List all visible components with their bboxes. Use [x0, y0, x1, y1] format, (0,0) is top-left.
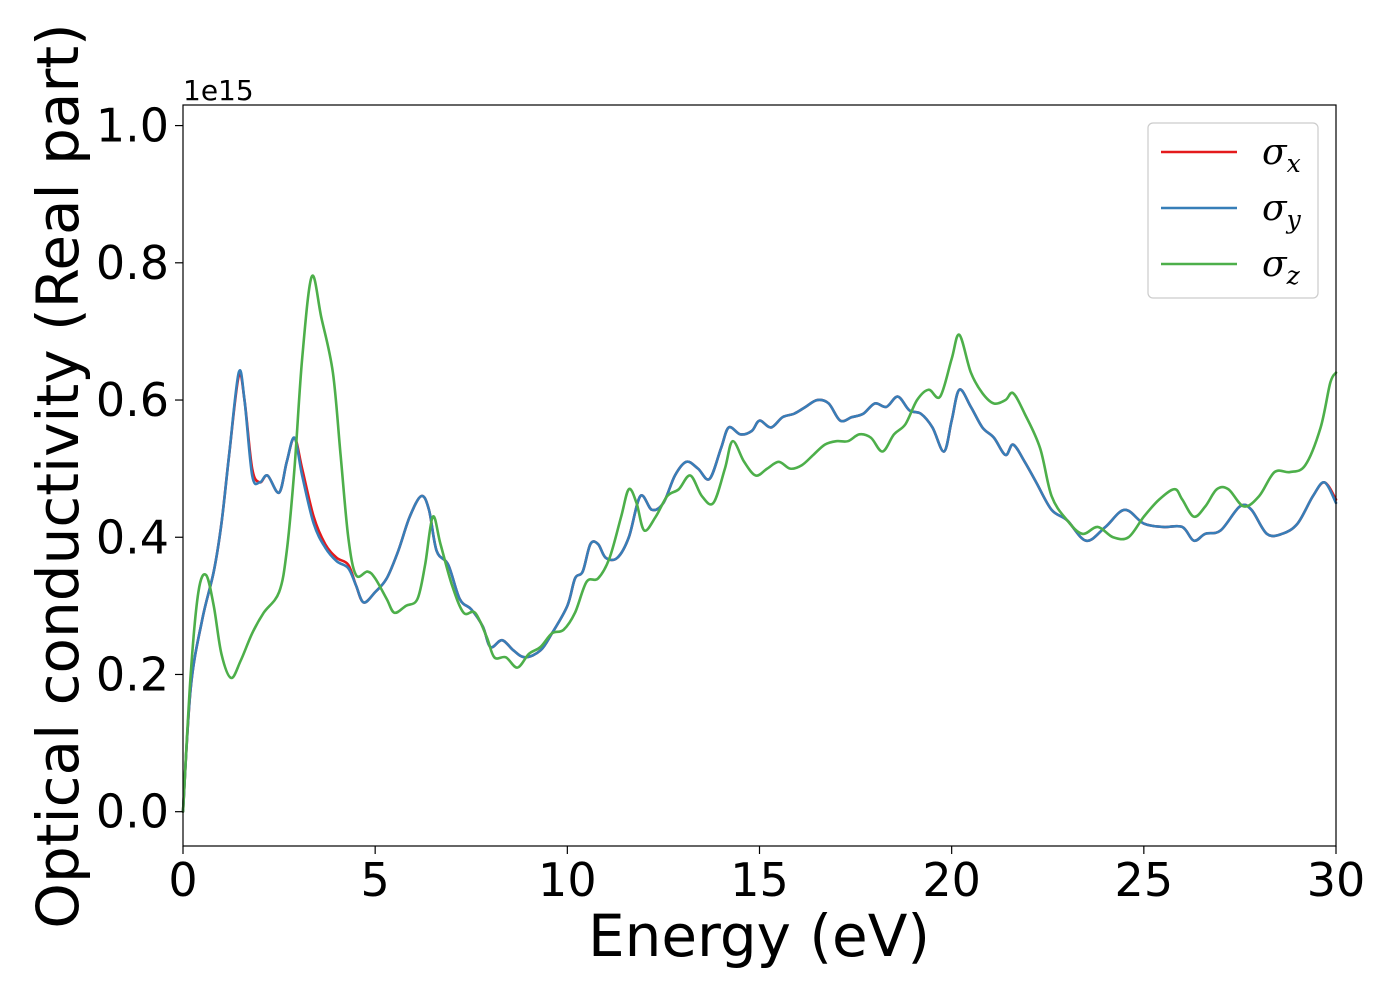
y-tick-label: 1.0: [96, 99, 169, 153]
x-tick-label: 30: [1307, 853, 1366, 907]
series-layer: [181, 274, 1338, 813]
x-axis-title: Energy (eV): [588, 902, 930, 970]
series-line-z: [181, 274, 1338, 813]
legend-label-y: σy: [1262, 188, 1302, 234]
legend-box: [1147, 122, 1319, 299]
legend-label-z: σz: [1262, 244, 1301, 290]
legend-items: σx σy σz: [1161, 132, 1302, 290]
x-tick-label: 5: [361, 853, 390, 907]
ticks-layer: 0 5 10 15 20 25 30 0.0 0.2 0.4 0.6 0.8 1.0: [96, 99, 1365, 907]
legend-label-x: σx: [1262, 132, 1301, 178]
x-tick-label: 10: [538, 853, 597, 907]
y-tick-label: 0.8: [96, 236, 169, 290]
y-tick-label: 0.6: [96, 373, 169, 427]
y-tick-label: 0.2: [96, 647, 169, 701]
x-tick-label: 20: [922, 853, 981, 907]
y-tick-label: 0.4: [96, 510, 169, 564]
y-axis-title: Optical conductivity (Real part): [24, 23, 92, 928]
plot-frame: [182, 104, 1337, 847]
legend: σx σy σz: [1147, 122, 1319, 299]
y-offset-label: 1e15: [183, 74, 254, 107]
x-tick-label: 25: [1115, 853, 1174, 907]
y-tick-label: 0.0: [96, 785, 169, 839]
x-tick-label: 0: [168, 853, 197, 907]
x-tick-label: 15: [730, 853, 789, 907]
